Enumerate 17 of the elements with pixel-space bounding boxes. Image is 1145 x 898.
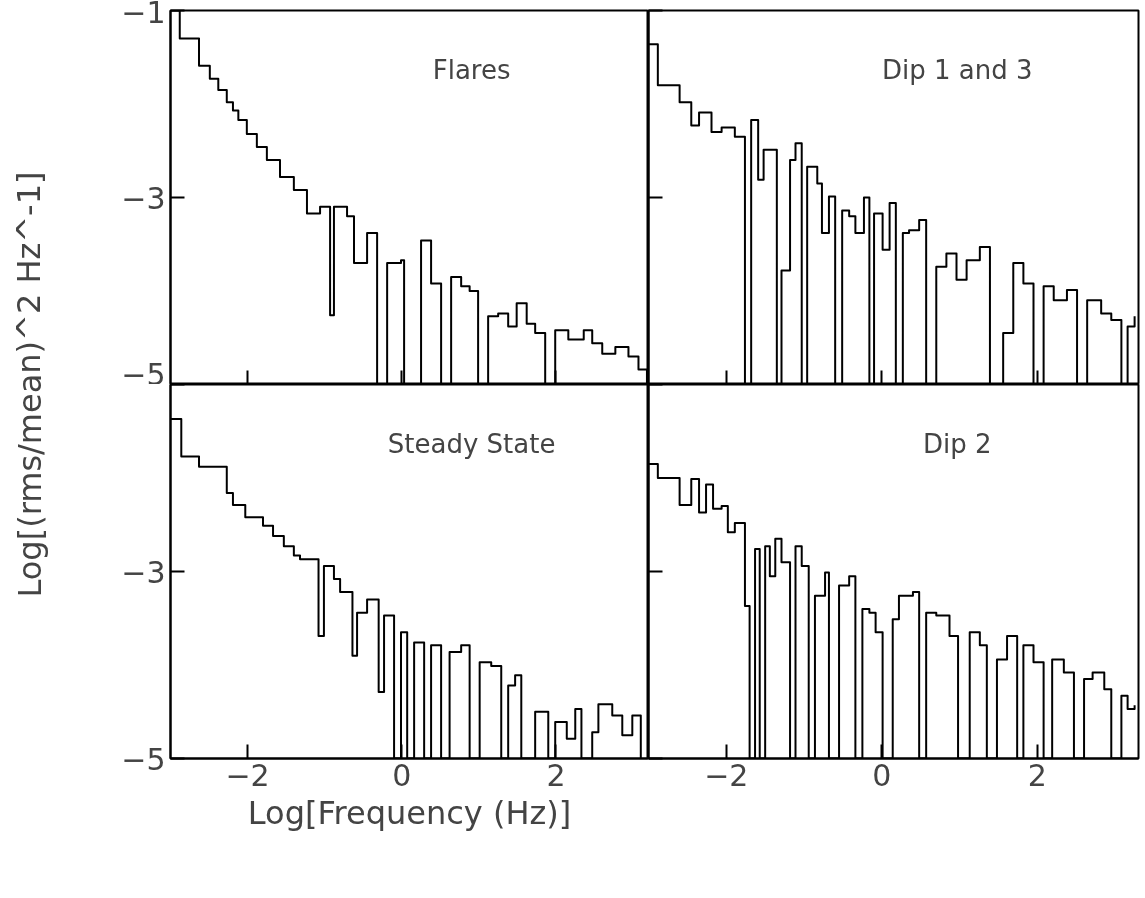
y-axis-title: Log[(rms/mean)^2 Hz^-1] (10, 171, 49, 598)
x-tick-label: 2 (546, 757, 566, 793)
x-tick-label: 0 (392, 757, 412, 793)
x-tick-label: 2 (1027, 757, 1047, 793)
y-tick-label: −3 (121, 180, 166, 216)
x-tick-label: −2 (225, 757, 270, 793)
y-tick-label: −3 (121, 554, 166, 590)
x-tick-label: −2 (704, 757, 749, 793)
y-tick-label: −5 (121, 741, 166, 777)
y-tick-label: −5 (121, 356, 166, 392)
x-axis-title: Log[Frequency (Hz)] (247, 793, 572, 832)
text: Dip 1 and 3 (881, 55, 1033, 86)
text: Flares (432, 55, 511, 86)
text: Dip 2 (922, 429, 992, 460)
x-tick-label: 0 (872, 757, 892, 793)
text: Steady State (387, 429, 556, 460)
y-tick-label: −1 (121, 0, 166, 30)
